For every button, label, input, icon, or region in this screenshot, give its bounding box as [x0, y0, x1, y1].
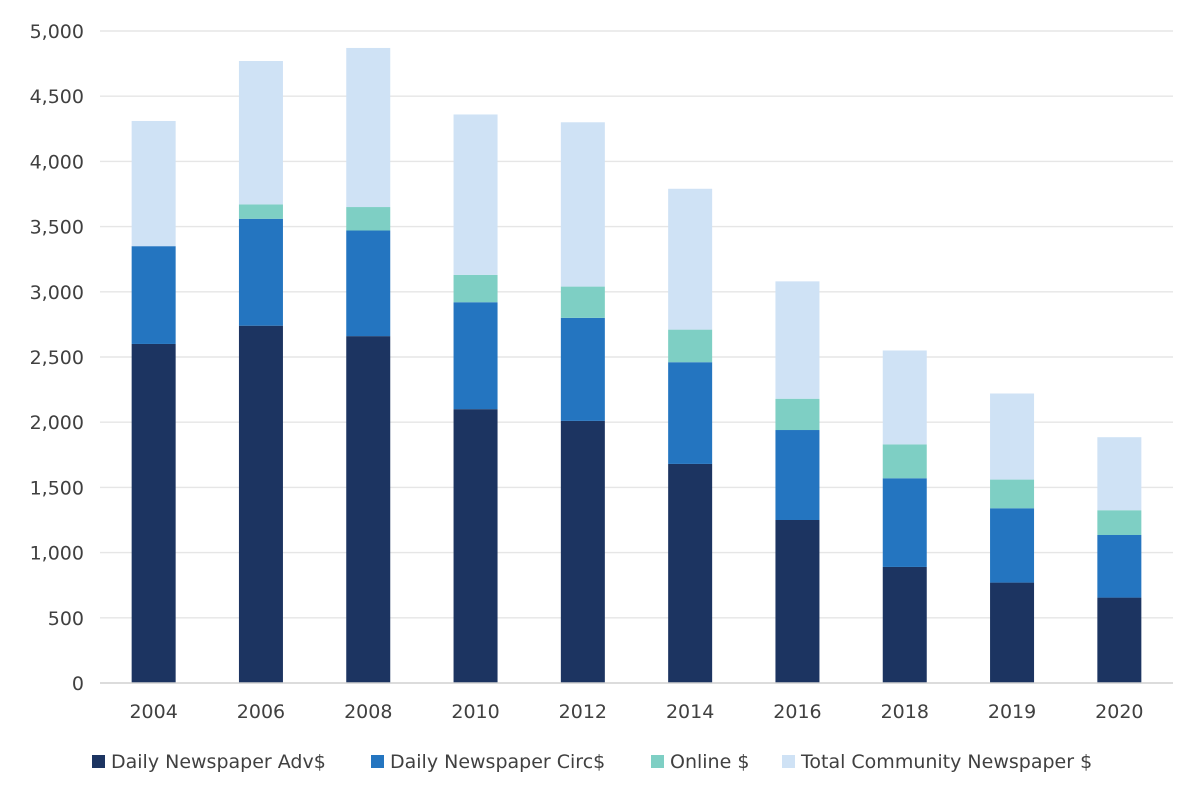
x-tick-label: 2019: [988, 701, 1036, 723]
y-tick-label: 4,500: [30, 86, 84, 108]
bar-segment-2020-s0: [1097, 597, 1142, 683]
y-tick-label: 1,000: [30, 543, 84, 565]
x-tick-label: 2004: [129, 701, 177, 723]
bar-segment-2019-s2: [990, 479, 1035, 509]
legend-label: Online $: [670, 751, 749, 773]
y-tick-label: 5,000: [30, 21, 84, 43]
y-tick-label: 2,000: [30, 412, 84, 434]
x-axis-tick-labels: 2004 2006 2008 2010 2012 2014 2016 2018 2019 2020: [129, 701, 1143, 723]
bar-segment-2014-s2: [668, 329, 713, 363]
bar-segment-2016-s2: [775, 398, 820, 431]
bar-segment-2004-s3: [131, 120, 176, 247]
bar-segment-2010-s3: [453, 114, 498, 275]
bar-segment-2019-s0: [990, 582, 1035, 683]
x-tick-label: 2014: [666, 701, 714, 723]
bar-segment-2008-s3: [346, 47, 391, 208]
bar-segment-2014-s1: [668, 362, 713, 464]
bar-segment-2020-s1: [1097, 534, 1142, 598]
x-tick-label: 2018: [881, 701, 929, 723]
bar-segment-2020-s2: [1097, 510, 1142, 535]
bar-segment-2006-s1: [238, 218, 283, 326]
y-tick-label: 3,000: [30, 282, 84, 304]
legend-swatch: [782, 755, 795, 768]
y-tick-label: 0: [72, 673, 84, 695]
legend-label: Daily Newspaper Circ$: [390, 751, 605, 773]
bar-segment-2008-s1: [346, 230, 391, 337]
y-tick-label: 2,500: [30, 347, 84, 369]
bar-segment-2006-s2: [238, 204, 283, 219]
bar-segment-2008-s2: [346, 207, 391, 231]
legend-swatch: [651, 755, 664, 768]
bar-segment-2010-s1: [453, 302, 498, 410]
bar-segment-2012-s0: [560, 420, 605, 683]
bar-segment-2018-s3: [882, 350, 927, 445]
x-tick-label: 2016: [773, 701, 821, 723]
bar-segment-2004-s0: [131, 343, 176, 683]
y-axis-tick-labels: 0 500 1,000 1,500 2,000 2,500 3,000 3,500 4,000 4…: [30, 21, 84, 695]
bar-segment-2018-s0: [882, 566, 927, 683]
x-tick-label: 2012: [559, 701, 607, 723]
x-tick-label: 2008: [344, 701, 392, 723]
bar-segment-2020-s3: [1097, 437, 1142, 511]
legend-label: Total Community Newspaper $: [800, 751, 1092, 773]
legend-label: Daily Newspaper Adv$: [111, 751, 326, 773]
bar-segment-2016-s1: [775, 430, 820, 520]
bar-segment-2006-s3: [238, 60, 283, 205]
legend-swatch: [371, 755, 384, 768]
y-tick-label: 1,500: [30, 477, 84, 499]
legend: Daily Newspaper Adv$ Daily Newspaper Circ…: [92, 751, 1092, 773]
x-tick-label: 2010: [451, 701, 499, 723]
y-tick-label: 3,500: [30, 217, 84, 239]
bar-segment-2019-s1: [990, 508, 1035, 583]
bar-segment-2012-s3: [560, 122, 605, 287]
bar-segment-2010-s0: [453, 409, 498, 683]
bars: [131, 47, 1142, 683]
y-tick-label: 500: [48, 608, 84, 630]
x-tick-label: 2020: [1095, 701, 1143, 723]
bar-segment-2016-s0: [775, 520, 820, 683]
bar-segment-2008-s0: [346, 336, 391, 683]
bar-segment-2018-s2: [882, 444, 927, 479]
bar-segment-2010-s2: [453, 274, 498, 303]
bar-segment-2012-s1: [560, 317, 605, 421]
bar-segment-2012-s2: [560, 286, 605, 318]
y-tick-label: 4,000: [30, 151, 84, 173]
bar-segment-2016-s3: [775, 281, 820, 399]
x-tick-label: 2006: [237, 701, 285, 723]
bar-segment-2014-s0: [668, 463, 713, 683]
legend-swatch: [92, 755, 105, 768]
bar-segment-2006-s0: [238, 325, 283, 683]
bar-segment-2004-s1: [131, 246, 176, 344]
bar-segment-2019-s3: [990, 393, 1035, 480]
bar-segment-2018-s1: [882, 478, 927, 567]
bar-segment-2014-s3: [668, 188, 713, 330]
